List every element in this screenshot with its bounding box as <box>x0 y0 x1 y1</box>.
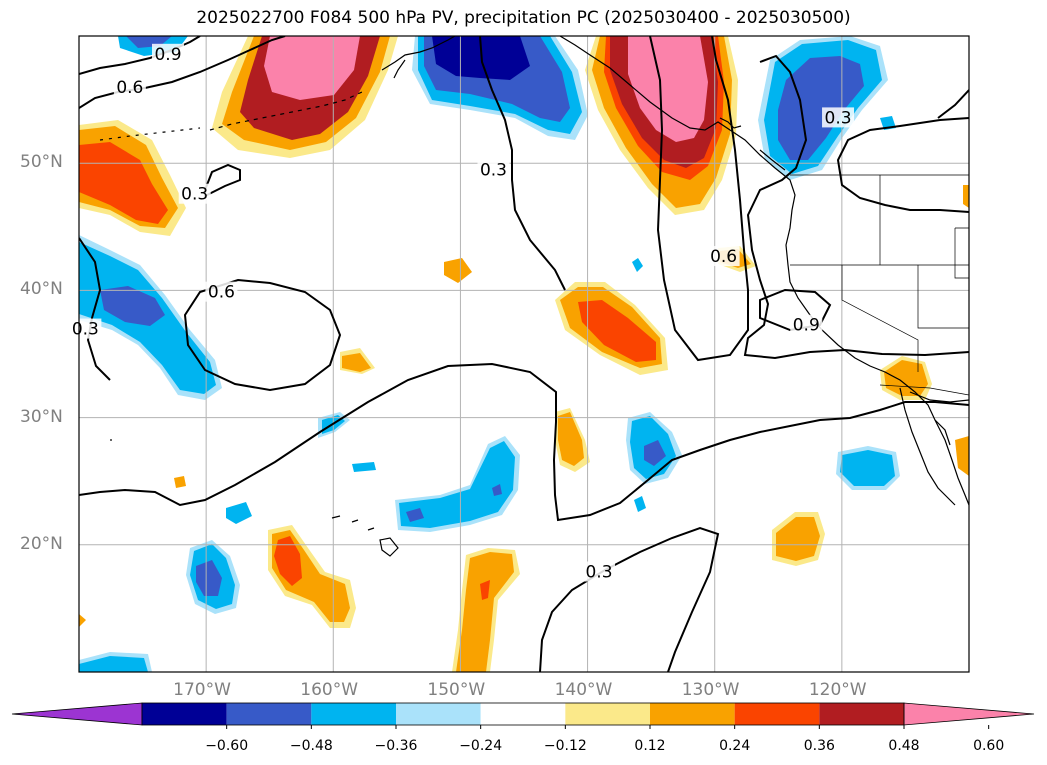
contour-label: 0.3 <box>181 185 208 205</box>
anomaly-west-of-dateline-50n <box>79 120 186 236</box>
colorbar-tick-label: −0.48 <box>289 738 333 754</box>
colorbar-segment <box>142 703 227 725</box>
anomaly-central-pacific-40n <box>555 282 668 375</box>
pv-contour-0.6-closed <box>183 278 342 392</box>
lat-tick-label: 40°N <box>20 279 63 300</box>
colorbar-tick-label: 0.24 <box>719 738 751 754</box>
anomaly-west-pacific-40n <box>79 235 222 400</box>
political-borders <box>790 174 969 396</box>
colorbar-segment <box>650 703 735 725</box>
lon-tick-label: 150°W <box>427 680 486 700</box>
colorbar-segment <box>565 703 650 725</box>
anomaly-east-pacific-27n <box>626 412 682 484</box>
contour-label-bg <box>790 314 823 335</box>
colorbar-tick-label: 0.60 <box>973 738 1005 754</box>
contour-label-bg <box>205 281 238 302</box>
anomaly-small-42n <box>444 258 472 283</box>
lon-tick-label: 130°W <box>681 680 740 700</box>
colorbar-segment <box>480 703 566 725</box>
pv-contours <box>79 36 969 672</box>
contour-label-bg <box>178 183 211 204</box>
contour-label: 0.6 <box>208 283 235 303</box>
colorbar-segment <box>734 703 820 725</box>
colorbar-tick-label: −0.12 <box>543 738 587 754</box>
pv-contour-0.3-west <box>79 237 111 381</box>
contour-label-bg <box>583 561 616 582</box>
contour-label-bg <box>113 76 146 97</box>
us-mexico-border <box>879 384 969 396</box>
pv-contour-0.9-north <box>79 36 201 75</box>
colorbar-extend-low <box>11 702 143 726</box>
colorbar-segment <box>311 703 396 725</box>
anomaly-southern-california <box>880 356 932 400</box>
contour-label-bg <box>822 107 855 128</box>
pv-contour-0.3-east <box>836 117 969 213</box>
colorbar-tick-label: 0.12 <box>634 738 666 754</box>
lon-tick-label: 140°W <box>554 680 613 700</box>
contour-label-bg <box>477 159 510 180</box>
colorbar-tick-label: 0.36 <box>803 738 835 754</box>
contour-label: 0.9 <box>793 316 820 336</box>
colorbar-tick-label: −0.60 <box>205 738 249 754</box>
contour-label: 0.3 <box>585 563 612 583</box>
map-frame <box>78 35 970 673</box>
colorbar-frame <box>141 702 905 726</box>
contour-label: 0.3 <box>825 108 852 128</box>
precipitation-anomaly-fills <box>79 36 969 672</box>
contour-label-bg <box>707 246 740 267</box>
pv-contour-0.6-ridge <box>743 54 969 360</box>
pv-contour-0.3-subtropical <box>79 362 969 522</box>
lon-tick-label: 170°W <box>173 680 231 700</box>
aleutian-islands <box>209 91 363 131</box>
colorbar <box>11 702 1035 729</box>
hawaiian-islands <box>331 515 399 557</box>
anomaly-northeast-of-hawaii <box>395 436 520 532</box>
lon-tick-label: 120°W <box>808 680 867 700</box>
north-america-west-coast <box>559 36 969 506</box>
anomaly-bering-sea <box>412 36 588 140</box>
contour-label-bg <box>69 318 102 339</box>
contour-label: 0.6 <box>710 247 737 267</box>
pv-contour-0.9-trough <box>649 36 749 362</box>
anomaly-edge-28n <box>955 436 969 476</box>
coastlines <box>99 36 969 557</box>
contour-label-bg <box>152 43 184 64</box>
pv-contour-0.3-central <box>479 36 566 291</box>
alaska-peninsula-coast <box>381 36 456 71</box>
anomaly-north-pacific-west <box>212 36 398 158</box>
colorbar-segment <box>396 703 481 725</box>
colorbar-tick-label: −0.24 <box>459 738 503 754</box>
anomaly-south-of-hawaii <box>452 548 520 672</box>
pv-contour-0.3-south <box>539 526 720 672</box>
contour-label: 0.3 <box>480 161 507 181</box>
lat-tick-label: 20°N <box>20 533 63 554</box>
map-title: 2025022700 F084 500 hPa PV, precipitatio… <box>196 8 851 28</box>
lat-tick-label: 50°N <box>20 152 63 173</box>
colorbar-extend-high <box>903 702 1035 726</box>
anomaly-west-of-hawaii <box>268 525 356 628</box>
colorbar-tick-label: 0.48 <box>888 738 920 754</box>
pv-contour-0.9-closed <box>759 288 832 332</box>
baja-peninsula <box>899 387 956 506</box>
colorbar-segment <box>819 703 904 725</box>
contour-label: 0.3 <box>72 320 99 340</box>
colorbar-tick-label: −0.36 <box>374 738 418 754</box>
pv-contour-0.6-north <box>79 36 286 109</box>
contour-label: 0.6 <box>116 78 143 98</box>
pv-contour-labels: 0.9 0.6 0.3 0.3 0.6 0.3 0.6 0.9 0.3 0.3 <box>69 43 855 583</box>
contour-label: 0.9 <box>154 45 181 65</box>
lat-tick-label: 30°N <box>20 406 63 427</box>
colorbar-segment <box>226 703 312 725</box>
lon-tick-label: 160°W <box>300 680 359 700</box>
